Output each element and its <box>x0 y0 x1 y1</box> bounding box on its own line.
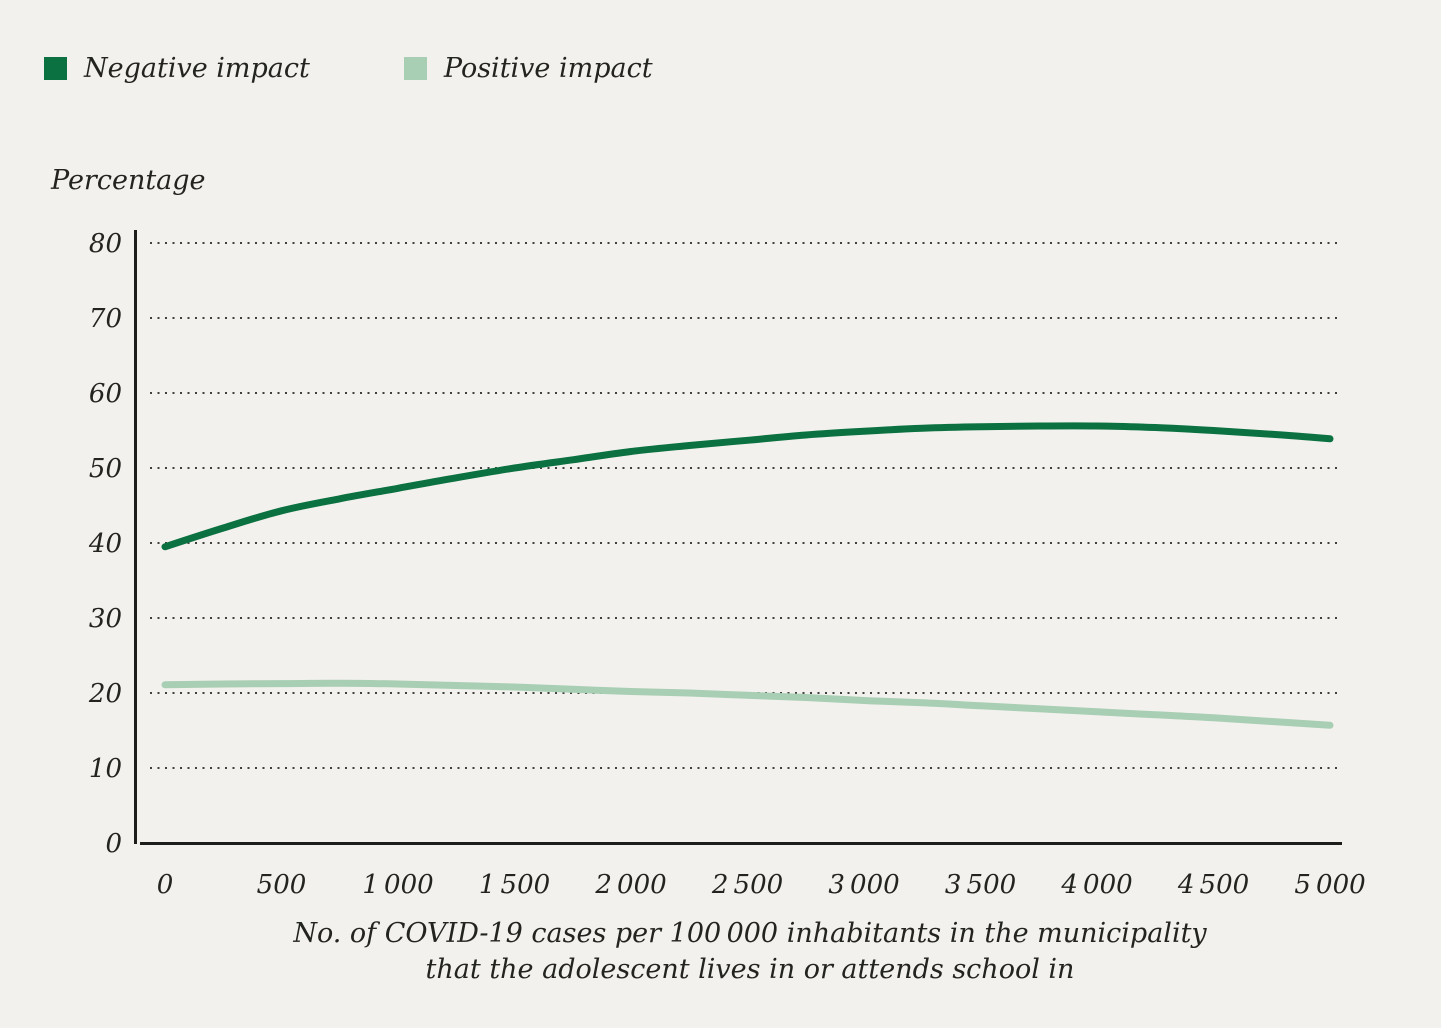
y-tick-label-0: 0 <box>105 829 122 859</box>
x-tick-label-4000: 4 000 <box>1060 870 1132 900</box>
legend-label-negative-impact: Negative impact <box>84 53 310 84</box>
negative-impact-swatch <box>44 57 67 80</box>
series-line-positive-impact <box>161 679 1334 729</box>
x-tick-label-3500: 3 500 <box>945 870 1016 900</box>
y-tick-label-40: 40 <box>88 529 122 559</box>
x-axis-title-line1: No. of COVID-19 cases per 100 000 inhabi… <box>293 918 1207 949</box>
x-tick-label-500: 500 <box>257 870 307 900</box>
x-tick-label-1500: 1 500 <box>479 870 550 900</box>
positive-impact-swatch <box>403 57 427 80</box>
x-axis-title: No. of COVID-19 cases per 100 000 inhabi… <box>140 916 1360 988</box>
series-line-negative-impact <box>161 422 1334 551</box>
y-tick-label-50: 50 <box>89 454 122 484</box>
legend-label-positive-impact: Positive impact <box>443 53 653 84</box>
y-tick-label-20: 20 <box>88 679 122 709</box>
x-axis-title-line2: that the adolescent lives in or attends … <box>425 954 1075 985</box>
y-tick-label-30: 30 <box>89 604 122 634</box>
x-tick-label-2500: 2 500 <box>711 870 783 900</box>
x-tick-label-4500: 4 500 <box>1177 870 1249 900</box>
y-tick-label-80: 80 <box>89 229 122 259</box>
y-tick-label-60: 60 <box>89 379 122 409</box>
x-tick-label-5000: 5 000 <box>1294 870 1365 900</box>
y-axis-unit-label: Percentage <box>51 165 206 196</box>
x-tick-label-3000: 3 000 <box>828 870 899 900</box>
y-tick-label-70: 70 <box>89 304 122 334</box>
x-tick-label-0: 0 <box>157 870 174 900</box>
legend: Negative impact Positive impact <box>44 55 653 82</box>
x-tick-label-1000: 1 000 <box>362 870 433 900</box>
legend-item-negative-impact: Negative impact <box>44 55 310 82</box>
legend-item-positive-impact: Positive impact <box>403 53 653 84</box>
x-tick-label-2000: 2 000 <box>594 870 666 900</box>
y-tick-label-10: 10 <box>89 754 122 784</box>
